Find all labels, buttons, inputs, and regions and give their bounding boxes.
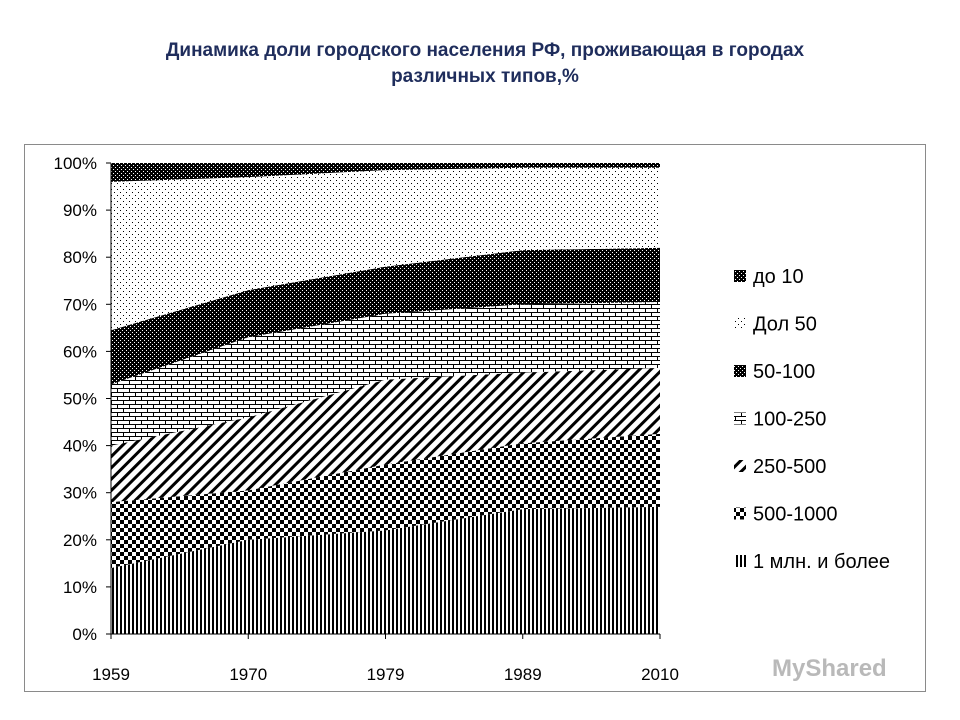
x-tick-label: 2010 — [641, 665, 679, 684]
legend-label: 500-1000 — [753, 504, 838, 526]
y-tick-label: 10% — [63, 578, 97, 597]
y-tick-label: 40% — [63, 437, 97, 456]
legend-swatch — [734, 270, 746, 282]
legend-label: 100-250 — [753, 409, 826, 431]
area-series-5 — [111, 167, 660, 331]
y-tick-label: 0% — [72, 625, 97, 644]
chart-title-line-2: различных типов,% — [391, 66, 579, 87]
x-tick-label: 1970 — [229, 665, 267, 684]
y-tick-label: 90% — [63, 201, 97, 220]
y-tick-label: 70% — [63, 295, 97, 314]
watermark: MyShared — [772, 655, 887, 682]
legend-swatch — [734, 555, 746, 567]
area-series-4 — [111, 247, 660, 385]
legend-swatch — [734, 412, 746, 425]
area-series-2 — [111, 367, 660, 503]
legend-swatch — [734, 507, 746, 520]
legend-swatch — [734, 365, 746, 377]
legend: до 10 Дол 50 50-100 100-250 250-500 500-1000 1… — [734, 266, 890, 573]
legend-label: до 10 — [753, 266, 804, 288]
chart-title: Динамика доли городского населения РФ, п… — [60, 38, 910, 90]
y-tick-label: 60% — [63, 342, 97, 361]
legend-swatch — [734, 317, 746, 330]
y-tick-label: 30% — [63, 484, 97, 503]
x-tick-label: 1959 — [92, 665, 130, 684]
y-tick-label: 20% — [63, 531, 97, 550]
x-tick-label: 1989 — [504, 665, 542, 684]
legend-label: 250-500 — [753, 456, 826, 478]
area-series-6 — [111, 163, 660, 182]
chart-frame — [24, 144, 926, 692]
legend-label: Дол 50 — [753, 314, 817, 336]
legend-label: 1 млн. и более — [753, 551, 890, 573]
y-tick-label: 80% — [63, 248, 97, 267]
area-layers — [111, 163, 660, 634]
area-series-1 — [111, 433, 660, 569]
area-series-3 — [111, 301, 660, 446]
legend-swatch — [734, 460, 746, 472]
area-series-0 — [111, 506, 660, 634]
chart-title-line-1: Динамика доли городского населения РФ, п… — [165, 40, 805, 61]
legend-label: 50-100 — [753, 361, 815, 383]
x-tick-label: 1979 — [367, 665, 405, 684]
axes: 0% 10% 20% 30% 40% 50% 60% 70% 80% 90% 100% 1959 197… — [54, 154, 679, 684]
y-tick-label: 50% — [63, 390, 97, 409]
y-tick-label: 100% — [54, 154, 97, 173]
